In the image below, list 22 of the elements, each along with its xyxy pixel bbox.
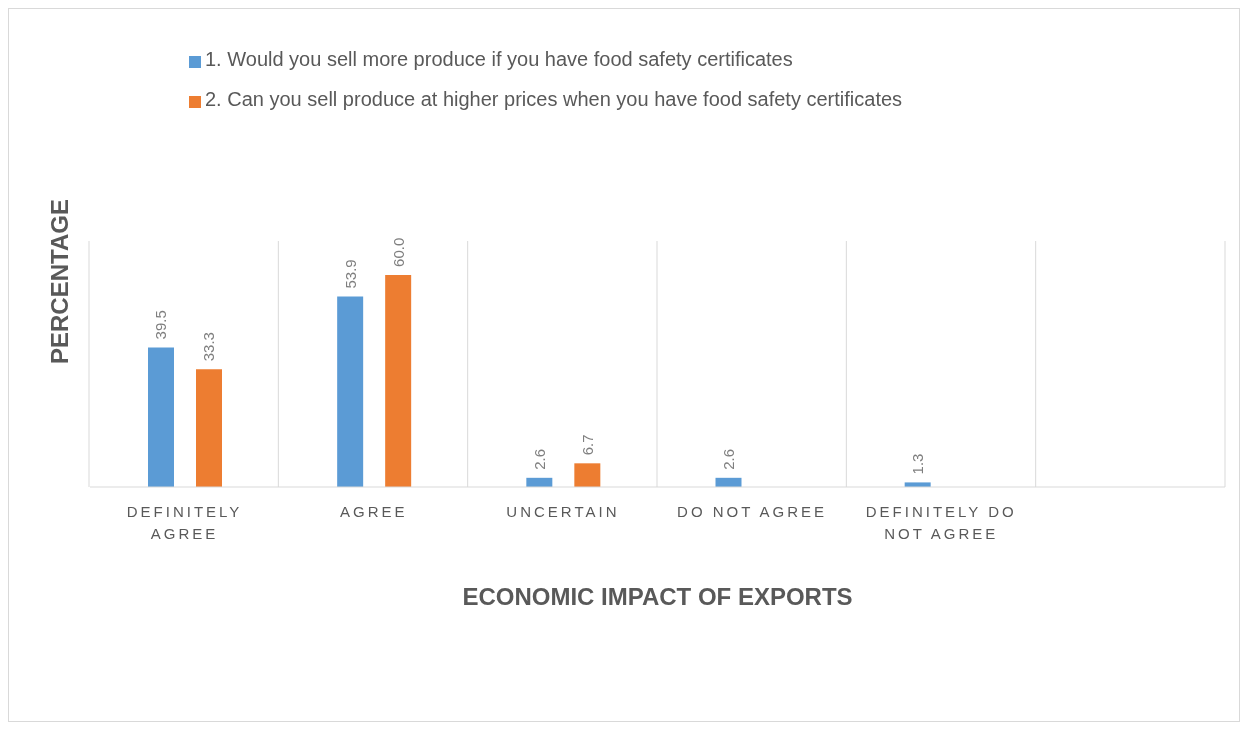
data-label: 33.3 (200, 332, 218, 362)
legend-label: 1. Would you sell more produce if you have food safety certificates (205, 48, 793, 70)
data-label: 2.6 (530, 448, 548, 470)
x-tick-label: AGREE (339, 503, 408, 520)
data-label: 1.3 (909, 453, 927, 475)
x-tick-label: DO NOT AGREE (677, 503, 828, 520)
bar (574, 463, 601, 487)
bar (196, 369, 222, 487)
legend-label: 2. Can you sell produce at higher prices when you have food safety certificates (205, 88, 903, 110)
data-label: 53.9 (341, 259, 359, 289)
y-axis-title: PERCENTAGE (45, 199, 73, 364)
bar (148, 347, 174, 487)
x-tick-label: UNCERTAIN (506, 503, 620, 520)
bar (385, 274, 412, 487)
data-label: 60.0 (389, 237, 407, 267)
x-tick-label: DEFINITELY DO NOT AGREE (865, 503, 1017, 542)
x-tick-label: DEFINITELY AGREE (126, 503, 243, 542)
bar (337, 296, 364, 487)
x-axis-title: ECONOMIC IMPACT OF EXPORTS (462, 583, 853, 610)
data-label: 39.5 (152, 310, 170, 340)
data-label: 2.6 (720, 448, 737, 470)
data-label: 6.7 (578, 434, 596, 456)
